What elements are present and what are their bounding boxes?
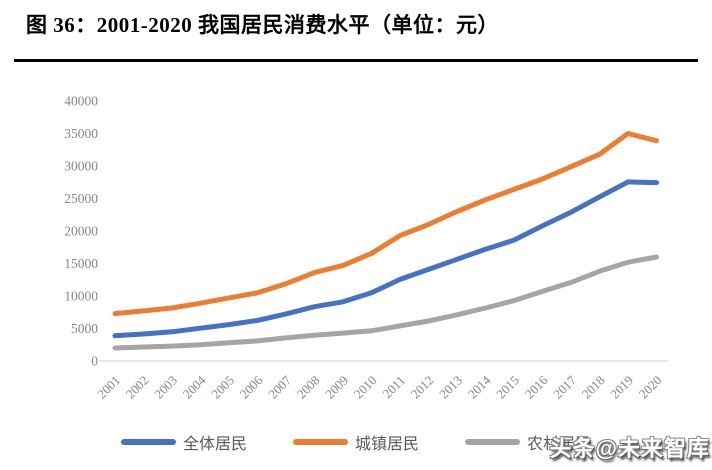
legend-item: 农村居民 (465, 430, 591, 454)
x-axis-tick-label: 2019 (607, 373, 636, 402)
chart-title: 图 36：2001-2020 我国居民消费水平（单位：元） (26, 13, 499, 37)
legend-label: 全体居民 (182, 436, 247, 453)
title-divider-rule (14, 59, 698, 62)
x-axis-tick-label: 2012 (408, 373, 437, 402)
x-axis-tick-label: 2006 (237, 372, 266, 401)
y-axis-tick-label: 40000 (64, 94, 98, 109)
y-axis-tick-label: 15000 (64, 256, 98, 271)
y-axis-tick-label: 35000 (64, 126, 98, 141)
x-axis-tick-label: 2010 (351, 373, 380, 402)
x-axis-tick-label: 2015 (493, 373, 522, 402)
x-axis-tick-label: 2013 (436, 373, 465, 402)
legend-label: 城镇居民 (354, 436, 419, 453)
legend-item: 全体居民 (120, 430, 247, 454)
x-axis-tick-label: 2001 (94, 373, 123, 402)
y-axis-tick-label: 0 (91, 354, 98, 369)
x-axis-tick-label: 2008 (294, 373, 323, 402)
y-axis-tick-label: 20000 (64, 224, 98, 239)
x-axis-tick-label: 2016 (522, 372, 551, 401)
legend-marker-icon (292, 439, 348, 445)
legend-marker-icon (120, 439, 176, 445)
x-axis-tick-label: 2009 (322, 373, 351, 402)
y-axis-tick-label: 30000 (64, 159, 98, 174)
x-axis-tick-label: 2014 (465, 372, 494, 401)
legend-label: 农村居民 (527, 436, 592, 453)
series-line-农村居民 (112, 254, 659, 351)
x-axis-tick-label: 2002 (123, 373, 152, 402)
x-axis-tick-label: 2007 (265, 372, 294, 401)
y-axis-tick-label: 25000 (64, 191, 98, 206)
series-line-全体居民 (112, 179, 659, 339)
y-axis-tick-label: 5000 (71, 321, 98, 336)
x-axis-tick-label: 2020 (636, 373, 665, 402)
legend-item: 城镇居民 (292, 430, 419, 454)
x-axis-tick-label: 2011 (379, 373, 408, 402)
chart-legend: 全体居民 城镇居民 农村居民 (0, 430, 712, 454)
watermark: 头条@未来智库 (549, 436, 710, 461)
consumption-line-chart: 0 5000 10000 15000 20000 25000 30000 35000 40000… (64, 94, 668, 402)
x-axis-tick-label: 2005 (208, 373, 237, 402)
series-line-城镇居民 (112, 131, 659, 317)
y-axis-tick-label: 10000 (64, 289, 98, 304)
x-axis-tick-label: 2004 (180, 372, 209, 401)
legend-marker-icon (465, 439, 520, 445)
x-axis-tick-label: 2003 (151, 373, 180, 402)
x-axis-tick-label: 2018 (579, 373, 608, 402)
x-axis-tick-label: 2017 (550, 372, 579, 401)
